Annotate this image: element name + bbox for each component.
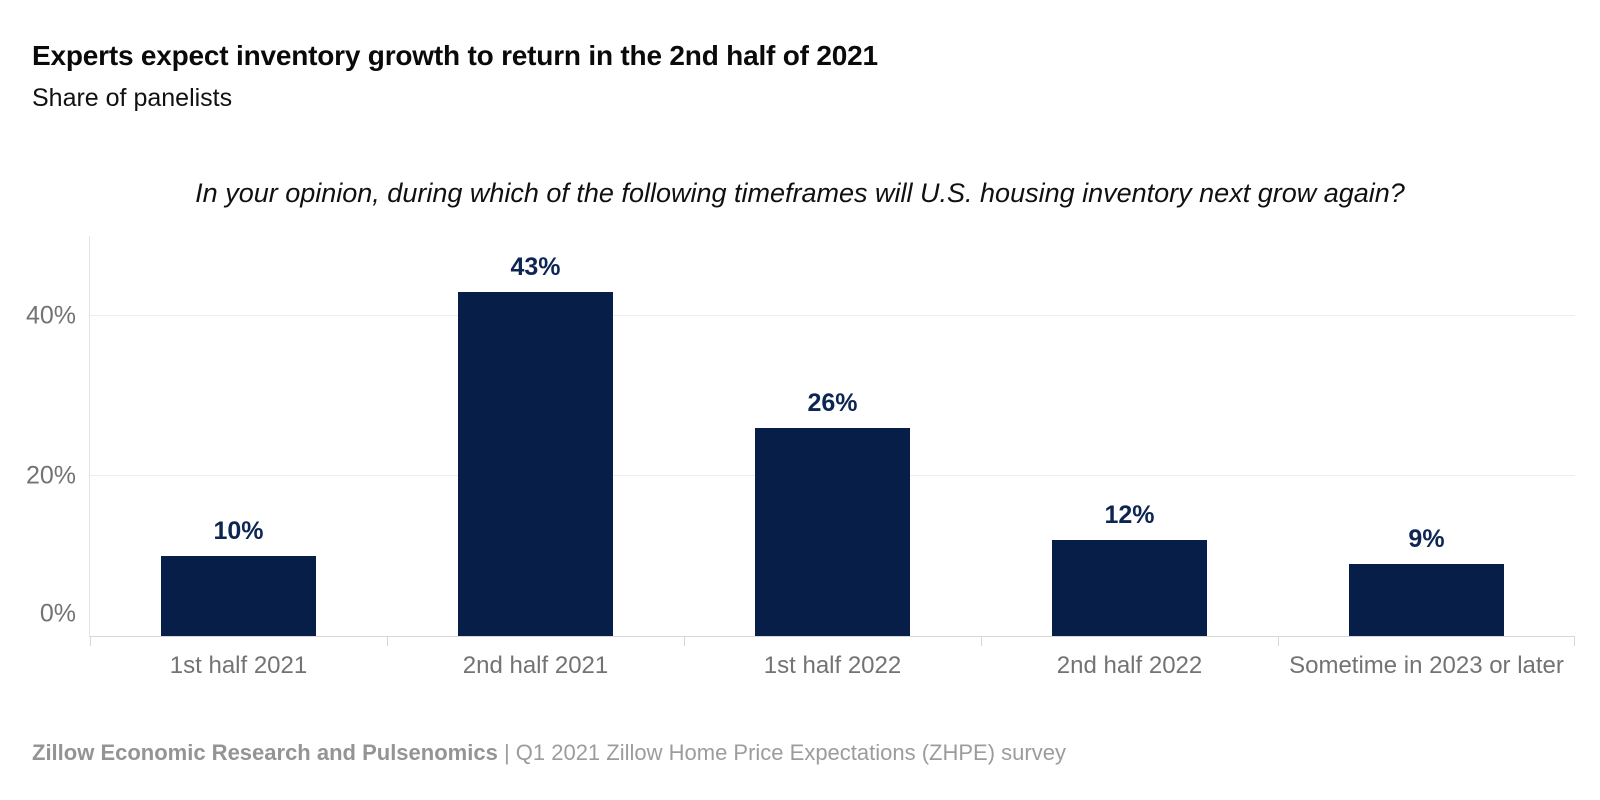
- chart-subtitle: Share of panelists: [32, 84, 233, 112]
- bar-value-label: 26%: [807, 389, 858, 417]
- bar-sometime-in-2023-or-later: [1349, 564, 1504, 636]
- bar-value-label: 43%: [510, 253, 561, 281]
- bar-value-label: 10%: [213, 517, 264, 545]
- y-axis-tick-label: 40%: [25, 301, 76, 330]
- x-axis-category-label: Sometime in 2023 or later: [1289, 652, 1564, 679]
- x-axis-category-label: 1st half 2022: [763, 652, 902, 679]
- x-axis-category-label: 2nd half 2021: [462, 652, 609, 679]
- bar-1st-half-2021: [161, 556, 316, 636]
- chart-title: Experts expect inventory growth to retur…: [32, 40, 878, 71]
- x-axis-category-label: 2nd half 2022: [1056, 652, 1203, 679]
- source-line: Zillow Economic Research and Pulsenomics…: [32, 740, 1066, 766]
- x-axis-tick: [684, 636, 685, 646]
- bar-value-label: 12%: [1104, 501, 1155, 529]
- source-detail: | Q1 2021 Zillow Home Price Expectations…: [503, 740, 1066, 765]
- survey-question: In your opinion, during which of the fol…: [195, 178, 1405, 208]
- y-axis-tick-label: 20%: [25, 461, 76, 490]
- x-axis-tick: [1278, 636, 1279, 646]
- bar-chart: 0% 20% 40% 10% 1st half 2021 43% 2nd half 2021…: [26, 236, 1575, 679]
- gridline-40: [90, 315, 1575, 316]
- x-axis-tick: [387, 636, 388, 646]
- x-axis-category-label: 1st half 2021: [169, 652, 308, 679]
- source-name: Zillow Economic Research and Pulsenomics: [32, 740, 498, 765]
- plot-area: 0% 20% 40% 10% 1st half 2021 43% 2nd half 2021…: [26, 236, 1575, 679]
- x-axis-tick: [90, 636, 91, 646]
- bar-1st-half-2022: [755, 428, 910, 636]
- bar-2nd-half-2021: [458, 292, 613, 636]
- x-axis-tick: [981, 636, 982, 646]
- x-axis-tick: [1574, 636, 1575, 646]
- bar-2nd-half-2022: [1052, 540, 1207, 636]
- y-axis-tick-label: 0%: [39, 599, 76, 628]
- bar-value-label: 9%: [1408, 525, 1445, 553]
